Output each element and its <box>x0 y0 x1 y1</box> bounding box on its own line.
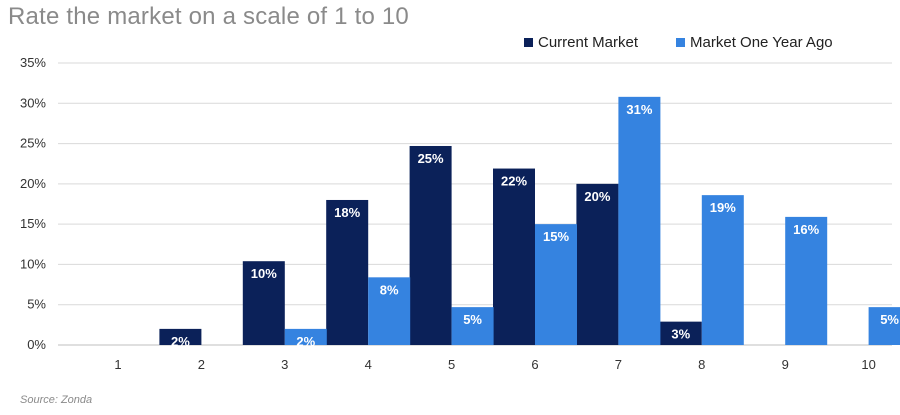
data-label-market-one-year-ago: 31% <box>626 102 652 117</box>
x-tick-label: 2 <box>198 357 205 372</box>
bar-market-one-year-ago <box>618 96 661 345</box>
x-tick-label: 6 <box>531 357 538 372</box>
legend-swatch-year-ago <box>676 38 686 47</box>
data-label-current-market: 3% <box>671 327 690 342</box>
chart-title: Rate the market on a scale of 1 to 10 <box>8 3 409 30</box>
legend-label-current: Current Market <box>538 34 639 51</box>
y-tick-label: 30% <box>20 95 46 110</box>
data-label-current-market: 10% <box>251 266 277 281</box>
x-tick-label: 3 <box>281 357 288 372</box>
bar-current-market <box>576 183 619 345</box>
bar-current-market <box>409 145 452 345</box>
bar-market-one-year-ago <box>284 328 327 345</box>
y-tick-label: 15% <box>20 216 46 231</box>
legend-label-year-ago: Market One Year Ago <box>690 34 833 51</box>
bar-current-market <box>493 168 535 345</box>
bar-market-one-year-ago <box>368 277 411 345</box>
data-label-market-one-year-ago: 19% <box>710 200 736 215</box>
x-tick-label: 1 <box>114 357 121 372</box>
x-tick-label: 10 <box>861 357 875 372</box>
y-tick-label: 35% <box>20 55 46 70</box>
source-note: Source: Zonda <box>20 394 93 406</box>
bar-current-market <box>326 199 369 345</box>
y-tick-label: 25% <box>20 136 46 151</box>
y-tick-label: 10% <box>20 256 46 271</box>
data-label-current-market: 2% <box>171 334 190 349</box>
y-tick-label: 5% <box>27 297 46 312</box>
data-label-current-market: 20% <box>584 189 610 204</box>
bar-current-market <box>659 321 702 345</box>
bar-market-one-year-ago <box>868 307 900 345</box>
bar-current-market <box>159 328 202 345</box>
data-label-market-one-year-ago: 2% <box>296 334 315 349</box>
x-tick-label: 4 <box>365 357 372 372</box>
bar-current-market <box>242 261 285 345</box>
data-label-market-one-year-ago: 15% <box>543 229 569 244</box>
bar-market-one-year-ago <box>535 224 577 345</box>
data-label-current-market: 25% <box>418 151 444 166</box>
x-tick-label: 5 <box>448 357 455 372</box>
y-tick-label: 0% <box>27 337 46 352</box>
bar-market-one-year-ago <box>701 195 744 345</box>
y-tick-label: 20% <box>20 176 46 191</box>
data-label-market-one-year-ago: 5% <box>880 312 899 327</box>
legend-swatch-current <box>524 38 533 47</box>
legend-item-current: Current Market <box>524 34 638 51</box>
data-label-market-one-year-ago: 5% <box>463 312 482 327</box>
data-label-market-one-year-ago: 8% <box>380 282 399 297</box>
x-tick-label: 9 <box>782 357 789 372</box>
legend-item-year-ago: Market One Year Ago <box>676 34 833 51</box>
legend: Current Market Market One Year Ago <box>524 34 833 51</box>
bar-market-one-year-ago <box>451 307 494 345</box>
data-label-current-market: 18% <box>334 205 360 220</box>
data-label-market-one-year-ago: 16% <box>793 222 819 237</box>
x-tick-label: 8 <box>698 357 705 372</box>
bar-market-one-year-ago <box>785 216 828 345</box>
x-tick-label: 7 <box>615 357 622 372</box>
data-label-current-market: 22% <box>501 174 527 189</box>
